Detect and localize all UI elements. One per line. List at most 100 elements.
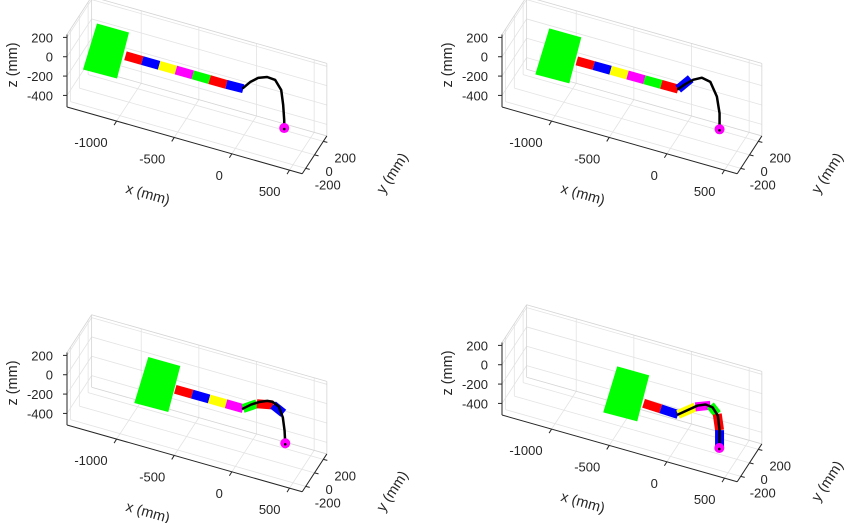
z-tick-label: 0	[481, 50, 488, 65]
z-tick-label: 200	[31, 348, 53, 363]
x-tick	[721, 169, 725, 175]
y-tick-label: 200	[769, 150, 791, 165]
x-tick-label: 500	[694, 492, 716, 507]
y-tick	[305, 167, 310, 170]
z-tick-label: 200	[466, 30, 488, 45]
y-tick	[749, 154, 754, 157]
gridline-y-floor	[514, 87, 750, 156]
robot-link	[224, 399, 245, 413]
x-axis-title: x (mm)	[124, 499, 172, 523]
gridline-y-floor	[88, 392, 324, 460]
gridline-z	[526, 0, 762, 67]
y-tick	[749, 462, 754, 465]
gridline-y-floor	[79, 87, 315, 156]
axes-box-edge	[91, 314, 327, 382]
x-tick	[606, 445, 610, 450]
y-tick-label: -200	[750, 177, 776, 192]
z-tick-label: 0	[46, 50, 53, 65]
x-tick-label: 0	[216, 168, 223, 183]
robot-link	[626, 70, 646, 84]
y-axis-title: y (mm)	[809, 458, 846, 505]
gridline-y-floor	[514, 395, 750, 464]
y-tick-label: -200	[315, 495, 341, 510]
robot-link	[141, 56, 161, 70]
gridline-z	[91, 336, 327, 405]
gridline-z	[91, 355, 327, 424]
x-tick	[548, 428, 553, 434]
robot-link	[659, 404, 680, 419]
gridline-z	[91, 317, 327, 385]
x-tick	[663, 153, 668, 159]
y-tick	[323, 458, 328, 461]
axes-box-edge	[501, 304, 527, 343]
x-tick-label: -500	[139, 469, 165, 484]
y-tick-label: 0	[326, 482, 333, 497]
x-axis-title: x (mm)	[559, 489, 607, 517]
robot-link	[124, 51, 144, 65]
robot-link	[256, 399, 274, 410]
robot-link	[207, 394, 228, 409]
gridline-y-floor	[505, 101, 741, 169]
x-tick-label: 0	[651, 476, 658, 491]
z-tick-label: 200	[466, 338, 488, 353]
y-axis-title: y (mm)	[374, 468, 412, 515]
x-tick	[286, 169, 290, 175]
x-axis-title: x (mm)	[559, 181, 607, 209]
gridline-z-wall	[501, 346, 527, 385]
robot-link	[592, 61, 612, 75]
gridline-z-wall	[66, 375, 92, 414]
y-axis-title: y (mm)	[374, 150, 412, 197]
gridline-y-floor	[70, 419, 306, 487]
x-tick-label: -1000	[509, 443, 542, 458]
x-tick-label: 500	[259, 184, 281, 199]
gridline-z-wall	[501, 326, 527, 365]
gridline-z	[91, 0, 327, 67]
gridline-z-wall	[501, 18, 527, 57]
robot-link	[225, 80, 245, 94]
y-tick	[758, 140, 763, 143]
robot-base	[535, 28, 582, 84]
x-axis-line	[66, 106, 303, 175]
end-effector-center	[718, 447, 721, 451]
x-tick-label: 0	[651, 168, 658, 183]
robot-link	[208, 75, 228, 89]
gridline-z-wall	[66, 0, 92, 38]
robot-base	[134, 357, 181, 413]
y-tick-label: 0	[761, 164, 768, 179]
robot-link	[174, 65, 195, 80]
axes-box-edge	[526, 304, 762, 372]
x-tick	[548, 120, 553, 126]
gridline-z-wall	[66, 336, 92, 375]
gridline-z	[526, 18, 762, 87]
x-tick-label: -500	[574, 151, 600, 166]
robot-base	[603, 366, 650, 422]
y-tick	[314, 472, 319, 475]
end-effector-center	[718, 129, 721, 132]
robot-base	[82, 23, 129, 79]
x-tick-label: -1000	[74, 453, 107, 468]
y-tick-label: 0	[761, 472, 768, 487]
z-tick-label: 0	[481, 358, 488, 373]
gridline-z-wall	[501, 38, 527, 77]
axes-box-edge	[536, 0, 762, 64]
gridline-y-floor	[70, 101, 306, 169]
x-tick	[113, 438, 118, 444]
gridline-z	[91, 57, 327, 125]
y-tick-label: -200	[750, 485, 776, 500]
robot-link	[190, 389, 211, 404]
z-axis-title: z (mm)	[440, 350, 456, 395]
gridline-z	[91, 375, 327, 443]
cable-curve	[676, 403, 721, 449]
y-tick-label: 200	[334, 150, 356, 165]
x-axis-title: x (mm)	[124, 181, 172, 209]
gridline-z	[91, 37, 327, 106]
z-tick-label: 200	[31, 30, 53, 45]
x-tick	[721, 477, 725, 483]
z-tick-label: -400	[27, 88, 53, 103]
x-tick-label: 0	[216, 486, 223, 501]
x-tick-label: -1000	[74, 135, 107, 150]
